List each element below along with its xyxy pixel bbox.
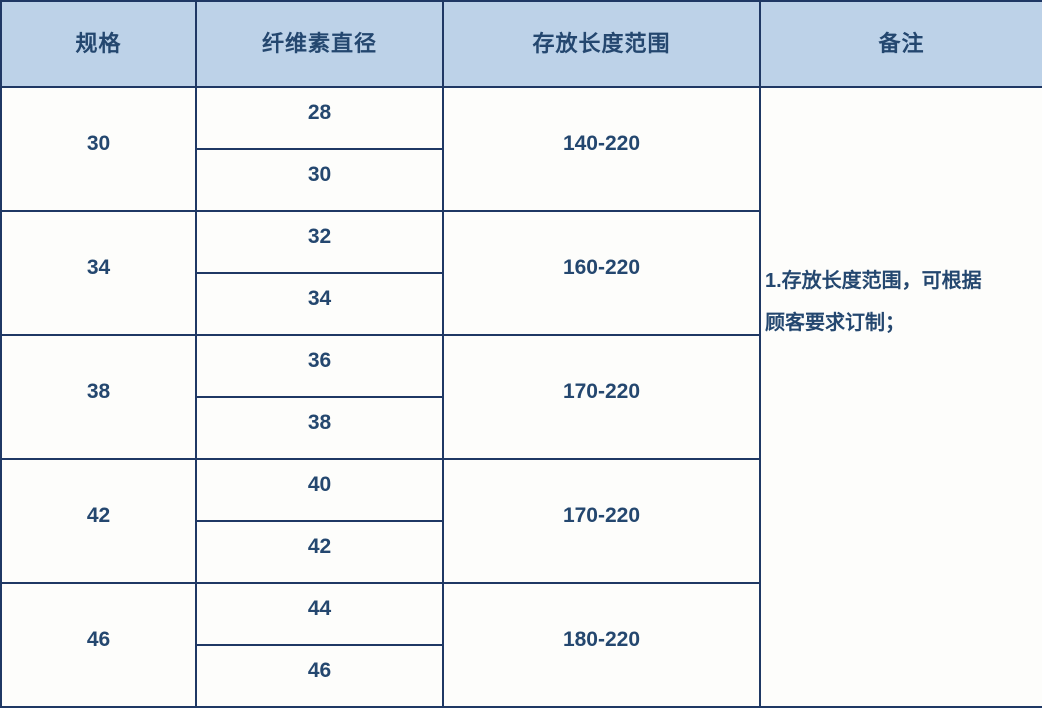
- table-row: 38: [1, 396, 1042, 460]
- table-row: 30 28 140-220 1.存放长度范围，可根据 顾客要求订制；: [0, 86, 1042, 708]
- diameter-cell: 34: [195, 272, 444, 336]
- range-cell: 160-220: [442, 210, 761, 336]
- diameter-cell: 46: [195, 644, 444, 708]
- spec-cell: 38: [0, 334, 197, 460]
- table-row: 30: [1, 148, 1042, 212]
- table-row: 34 32 160-220: [0, 210, 1042, 336]
- diameter-cell: 32: [195, 210, 444, 274]
- diameter-cell: 44: [195, 582, 444, 646]
- diameter-cell: 30: [195, 148, 444, 212]
- remark-line-1: 1.存放长度范围，可根据: [765, 270, 982, 292]
- diameter-cell: 42: [195, 520, 444, 584]
- spec-cell: 46: [0, 582, 197, 708]
- table-row: 34: [1, 272, 1042, 336]
- spec-cell: 34: [0, 210, 197, 336]
- table-row: 46: [1, 644, 1042, 708]
- diameter-cell: 28: [195, 86, 444, 150]
- range-cell: 170-220: [442, 458, 761, 584]
- header-cell-spec: 规格: [0, 0, 197, 88]
- header-cell-diameter: 纤维素直径: [195, 0, 444, 88]
- spec-cell: 30: [0, 86, 197, 212]
- table-row: 42: [1, 520, 1042, 584]
- spec-cell: 42: [0, 458, 197, 584]
- diameter-cell: 38: [195, 396, 444, 460]
- range-cell: 170-220: [442, 334, 761, 460]
- table-row: 42 40 170-220: [0, 458, 1042, 584]
- remark-line-2: 顾客要求订制；: [765, 312, 905, 334]
- diameter-cell: 36: [195, 334, 444, 398]
- diameter-cell: 40: [195, 458, 444, 522]
- range-cell: 140-220: [442, 86, 761, 212]
- remark-cell: 1.存放长度范围，可根据 顾客要求订制；: [759, 86, 1042, 708]
- table-row: 38 36 170-220: [0, 334, 1042, 460]
- table-header-row: 规格 纤维素直径 存放长度范围 备注: [0, 0, 1042, 88]
- table-row: 46 44 180-220: [0, 582, 1042, 708]
- range-cell: 180-220: [442, 582, 761, 708]
- header-cell-range: 存放长度范围: [442, 0, 761, 88]
- header-cell-remark: 备注: [759, 0, 1042, 88]
